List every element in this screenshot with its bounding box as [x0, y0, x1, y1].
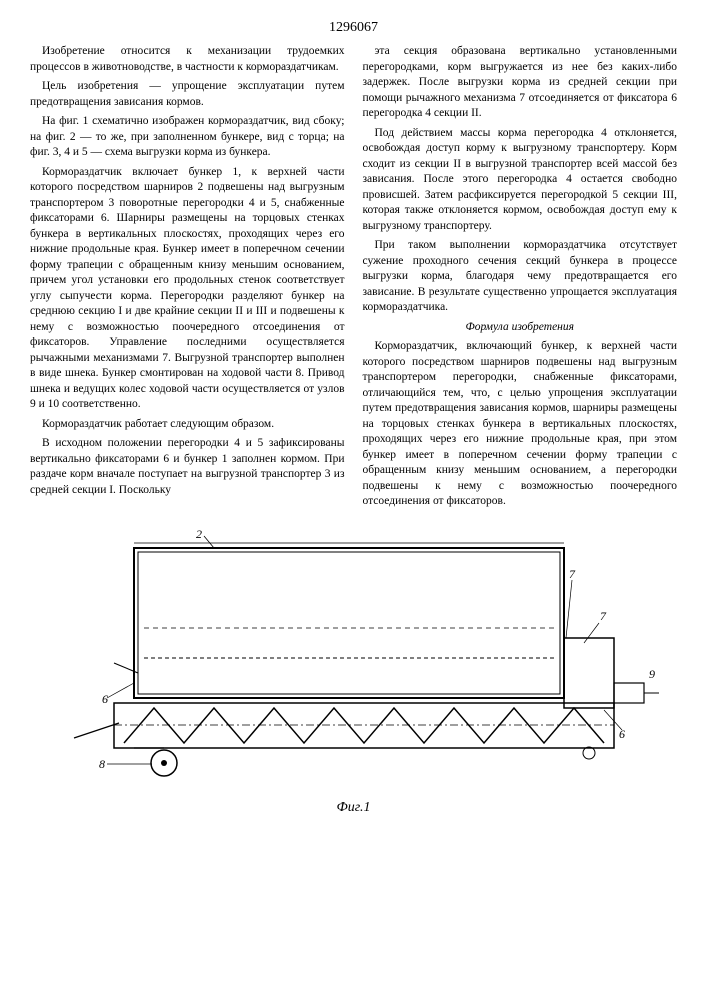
label-7b: 7	[600, 609, 607, 623]
col2-p4: Кормораздатчик, включающий бункер, к вер…	[363, 339, 678, 510]
col1-p5: Кормораздатчик работает следующим образо…	[30, 417, 345, 433]
col2-p2: Под действием массы корма перегородка 4 …	[363, 126, 678, 235]
label-8: 8	[99, 757, 105, 771]
col1-p2: Цель изобретения — упрощение эксплуатаци…	[30, 79, 345, 110]
label-9: 9	[649, 667, 655, 681]
label-2: 2	[196, 528, 202, 541]
patent-number: 1296067	[30, 20, 677, 36]
formula-title: Формула изобретения	[363, 320, 678, 336]
column-left: Изобретение относится к механизации труд…	[30, 44, 345, 514]
figure-1: 2 6 7 9 6 7	[30, 528, 677, 816]
col1-p3: На фиг. 1 схематично изображен корморазд…	[30, 114, 345, 161]
col1-p6: В исходном положении перегородки 4 и 5 з…	[30, 436, 345, 498]
label-6b: 6	[619, 727, 625, 741]
text-columns: Изобретение относится к механизации труд…	[30, 44, 677, 514]
feeder-diagram: 2 6 7 9 6 7	[44, 528, 664, 798]
figure-caption: Фиг.1	[30, 800, 677, 816]
patent-page: 1296067 Изобретение относится к механиза…	[0, 0, 707, 836]
col1-p1: Изобретение относится к механизации труд…	[30, 44, 345, 75]
col2-p3: При таком выполнении кормораздатчика отс…	[363, 238, 678, 316]
label-7a: 7	[569, 567, 576, 581]
label-6a: 6	[102, 692, 108, 706]
col2-p1: эта секция образована вертикально устано…	[363, 44, 678, 122]
col1-p4: Кормораздатчик включает бункер 1, к верх…	[30, 165, 345, 413]
column-right: эта секция образована вертикально устано…	[363, 44, 678, 514]
